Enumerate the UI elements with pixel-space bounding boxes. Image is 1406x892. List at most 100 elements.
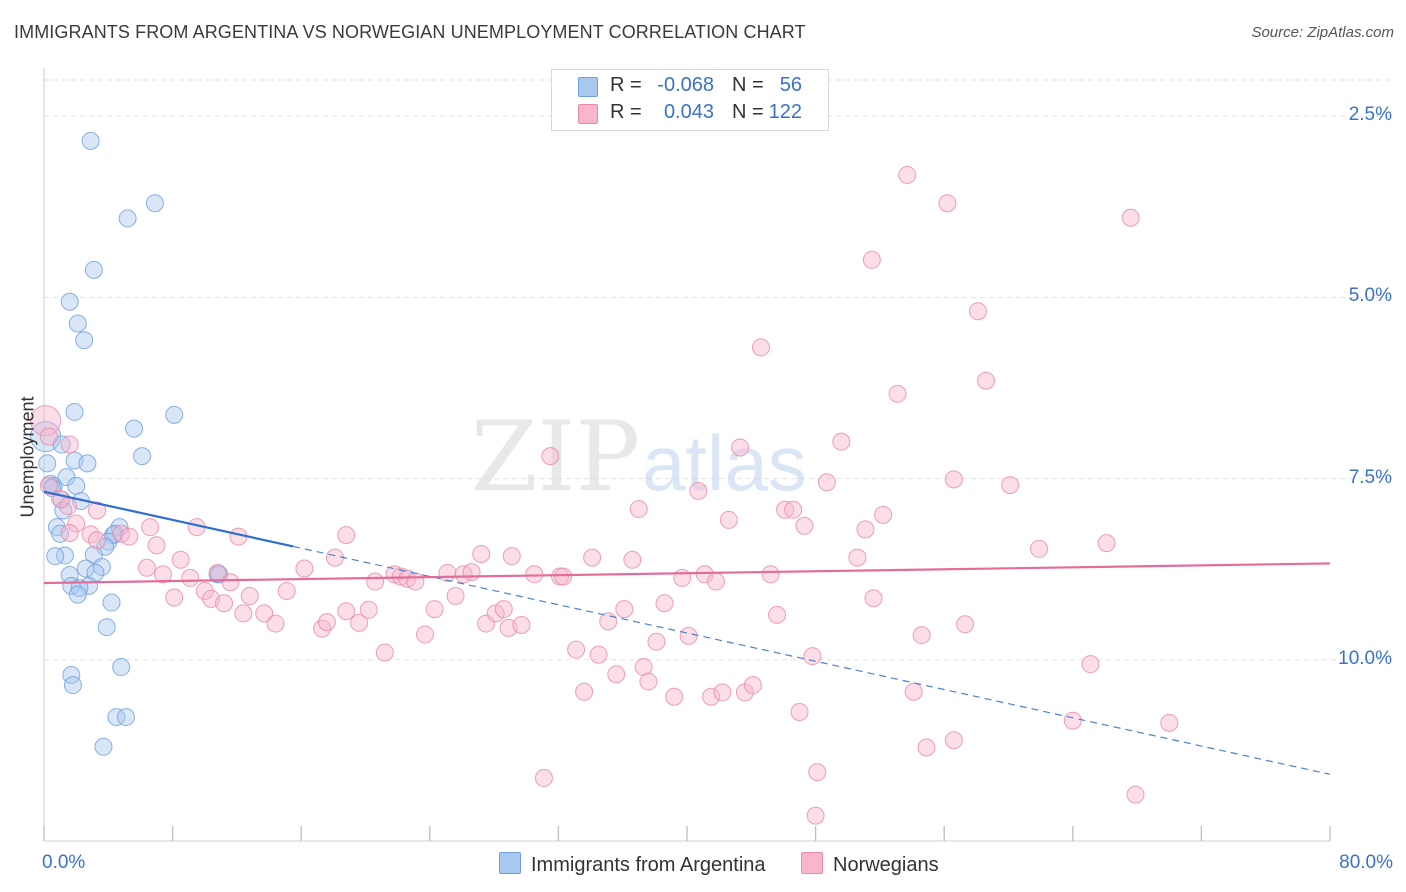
norwegians-point [862,250,881,269]
norwegians-point [165,588,184,607]
stats-legend: R = -0.068 N = 56 R = 0.043 N = 122 [551,69,829,131]
bottom-legend-argentina[interactable]: Immigrants from Argentina [499,852,766,877]
norwegians-point [375,643,394,662]
y-tick-label: 10.0% [1338,647,1392,669]
norwegians-point [623,550,642,569]
norwegians-point [317,613,336,632]
norwegians-point [477,614,496,633]
norwegians-point [848,548,867,567]
norwegians-point [337,602,356,621]
norwegians-point [255,604,274,623]
norwegians-point [713,683,732,702]
norwegians-point [607,665,626,684]
norwegians-point [266,614,285,633]
norwegians-point [938,194,957,213]
norwegians-point [743,676,762,695]
norwegians-point [575,682,594,701]
norwegians-point [366,572,385,591]
legend-r-label: R = [610,74,642,96]
norwegians-point [541,447,560,466]
norwegians-point [665,687,684,706]
bottom-legend-norwegians[interactable]: Norwegians [801,852,939,877]
norwegians-point [554,567,573,586]
norwegians-point [806,806,825,825]
norwegians-point [67,514,86,533]
norwegians-point [88,531,107,550]
argentina-point [107,708,126,727]
norwegians-point [768,605,787,624]
argentina-point [76,559,95,578]
norwegians-point [446,587,465,606]
argentina-point [55,546,74,565]
norwegians-point [120,527,139,546]
norwegians-point [325,548,344,567]
norwegians-point [629,500,648,519]
legend-swatch-blue [578,77,598,97]
argentina-point [99,532,118,551]
norwegians-point [832,432,851,451]
norwegians-point [599,612,618,631]
norwegians-point [689,481,708,500]
legend-n-label: N = [732,74,764,96]
norwegians-point [502,547,521,566]
norwegians-point [240,587,259,606]
norwegians-point [808,763,827,782]
norwegians-point [695,565,714,584]
legend-r-label: R = [610,101,642,123]
norwegians-point [968,302,987,321]
norwegians-point [359,600,378,619]
norwegians-point [655,594,674,613]
argentina-point [70,579,89,598]
x-max-label: 80.0% [1339,852,1393,873]
norwegians-point [215,594,234,613]
argentina-point [67,476,86,495]
data-points [30,131,1179,825]
norwegians-point [60,435,79,454]
norwegians-point [153,565,172,584]
norwegians-point [39,476,58,495]
norwegians-point [817,473,836,492]
legend-n-value: 56 [779,74,802,96]
norwegians-point [639,672,658,691]
argentina-point [63,676,82,695]
norwegians-point [462,563,481,582]
norwegians-point [956,615,975,634]
norwegians-point [234,604,253,623]
x-min-label: 0.0% [42,852,86,873]
norwegians-point [634,658,653,677]
norwegians-point [30,405,62,437]
norwegians-point [944,731,963,750]
watermark-atlas: atlas [642,419,807,507]
norwegians-point [137,558,156,577]
argentina-point [75,331,94,350]
legend-swatch-pink [801,852,823,874]
norwegians-point [147,536,166,555]
argentina-point [145,194,164,213]
y-tick-label: 7.5% [1348,466,1392,488]
norwegians-point [1097,534,1116,553]
norwegians-point [784,500,803,519]
argentina-point [78,454,97,473]
argentina-point [84,260,103,279]
norwegians-point [525,565,544,584]
norwegians-point [702,687,721,706]
norwegians-point [534,768,553,787]
legend-row-argentina: R = -0.068 N = 56 [552,74,828,100]
norwegians-point [1063,711,1082,730]
norwegians-point [647,632,666,651]
norwegians-point [874,505,893,524]
argentina-point [112,658,131,677]
norwegians-point [888,384,907,403]
norwegians-point [415,625,434,644]
norwegians-point [917,738,936,757]
legend-swatch-pink [578,104,598,124]
argentina-point [165,405,184,424]
argentina-point [68,314,87,333]
norwegians-point [751,338,770,357]
norwegians-point [904,682,923,701]
norwegians-point [976,371,995,390]
norwegians-point [679,626,698,645]
trend-lines [43,490,1331,775]
argentina-point [46,547,65,566]
